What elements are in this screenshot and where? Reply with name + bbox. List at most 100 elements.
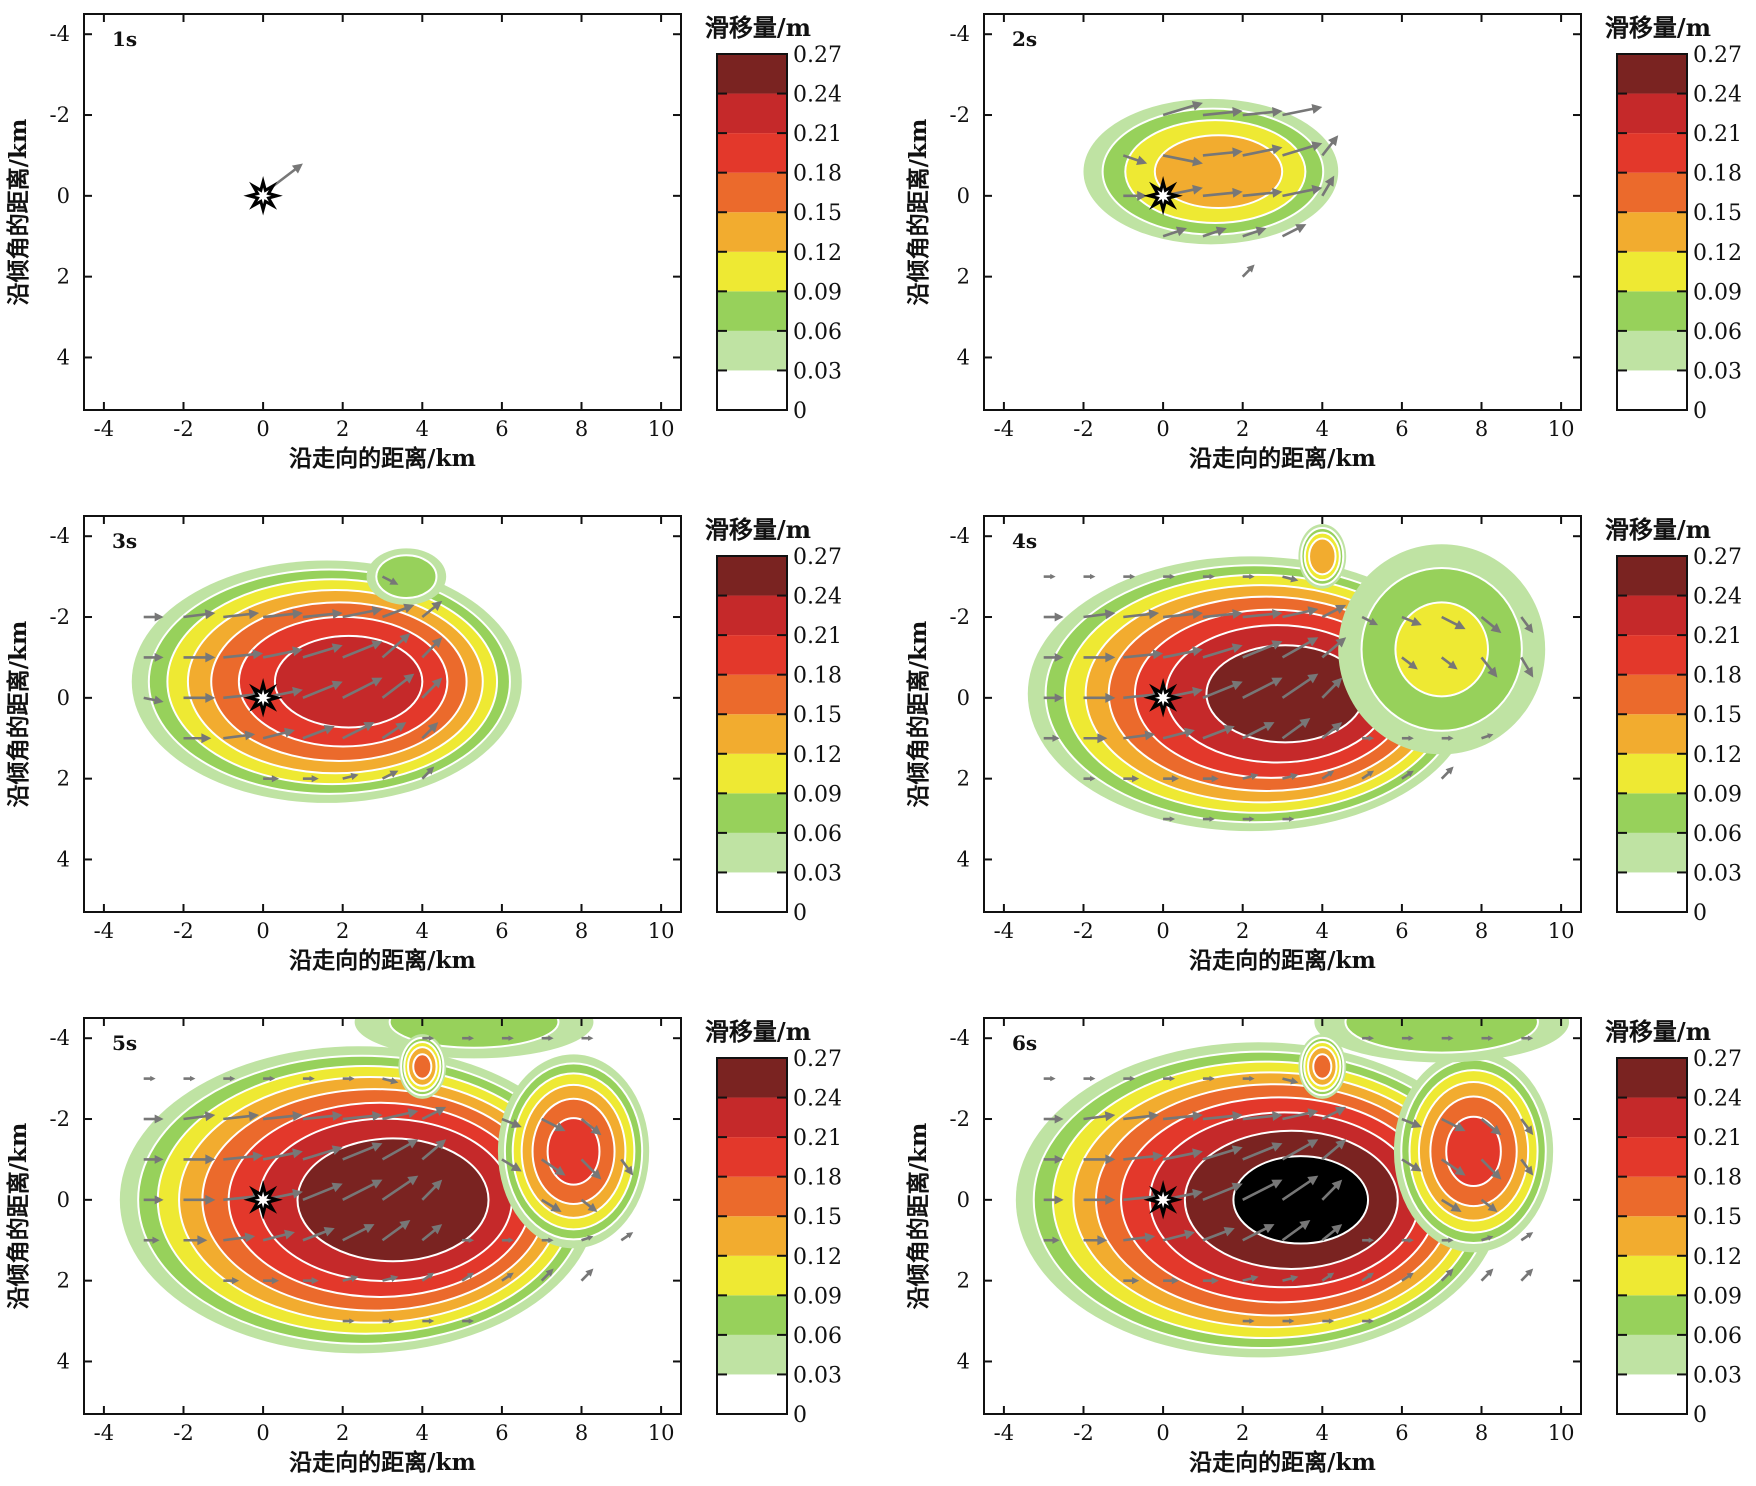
colorbar-swatch bbox=[717, 330, 787, 371]
y-tick-label: 0 bbox=[957, 686, 970, 710]
x-tick-label: -4 bbox=[994, 1421, 1014, 1445]
x-tick-label: 10 bbox=[648, 1421, 675, 1445]
slip-band-0.12 bbox=[412, 1053, 433, 1080]
colorbar-frame bbox=[1616, 1057, 1688, 1415]
colorbar-title: 滑移量/m bbox=[705, 13, 811, 42]
colorbar-level-label: 0.09 bbox=[1693, 782, 1742, 807]
slip-vector bbox=[381, 1220, 411, 1242]
colorbar-level-label: 0.03 bbox=[1693, 359, 1742, 384]
slip-vector-field bbox=[1043, 1035, 1534, 1324]
x-tick-label: 2 bbox=[1236, 1421, 1249, 1445]
x-tick-label: 10 bbox=[648, 919, 675, 943]
slip-vector bbox=[302, 725, 335, 740]
panel-title: 4s bbox=[1012, 529, 1037, 553]
slip-vector bbox=[1242, 1142, 1283, 1161]
slip-patch bbox=[354, 1018, 594, 1059]
colorbar-level-label: 0.12 bbox=[1693, 1245, 1742, 1270]
slip-vector bbox=[1521, 1035, 1534, 1041]
slip-vector bbox=[1242, 144, 1283, 157]
colorbar-title: 滑移量/m bbox=[1605, 515, 1711, 544]
slip-vector bbox=[143, 612, 164, 622]
slip-vector bbox=[580, 1118, 602, 1136]
colorbar-level-label: 0.27 bbox=[793, 1047, 842, 1072]
slip-vector bbox=[1282, 772, 1299, 781]
colorbar-swatch bbox=[717, 54, 787, 94]
slip-vector bbox=[263, 775, 280, 783]
slip-vector bbox=[1202, 1182, 1243, 1202]
colorbar-swatch bbox=[717, 1255, 787, 1296]
colorbar-swatch bbox=[717, 674, 787, 715]
colorbar-level-label: 0.06 bbox=[793, 822, 842, 847]
colorbar-level-label: 0.15 bbox=[793, 1205, 842, 1230]
slip-vector bbox=[382, 1108, 419, 1121]
slip-vector bbox=[1162, 1229, 1195, 1242]
slip-contour-field bbox=[1027, 524, 1546, 832]
colorbar-level-label: 0.06 bbox=[793, 320, 842, 345]
slip-vector bbox=[1480, 656, 1498, 678]
y-tick-label: 4 bbox=[957, 1349, 970, 1373]
slip-vector bbox=[1162, 727, 1195, 740]
x-tick-label: 4 bbox=[416, 1421, 429, 1445]
colorbar-level-label: 0.06 bbox=[793, 1324, 842, 1349]
slip-vector bbox=[421, 1272, 435, 1282]
colorbar-level-label: 0.15 bbox=[1693, 703, 1742, 728]
colorbar-swatch bbox=[1617, 635, 1687, 675]
colorbar-level-label: 0.15 bbox=[1693, 1205, 1742, 1230]
slip-vector bbox=[1321, 722, 1343, 740]
slip-vector bbox=[1083, 775, 1096, 782]
colorbar-swatch bbox=[1617, 1255, 1687, 1296]
slip-vector bbox=[1163, 573, 1176, 580]
slip-vector bbox=[1083, 1154, 1116, 1165]
plot-frame bbox=[83, 515, 682, 913]
x-tick-label: 2 bbox=[336, 919, 349, 943]
colorbar-level-label: 0 bbox=[1693, 1403, 1707, 1428]
slip-vector bbox=[620, 1232, 634, 1242]
slip-vector bbox=[541, 1035, 554, 1041]
slip-vector bbox=[1520, 1158, 1534, 1176]
y-tick-label: 2 bbox=[957, 767, 970, 791]
slip-vector bbox=[462, 1318, 475, 1324]
x-tick-label: 2 bbox=[1236, 417, 1249, 441]
panel-title: 3s bbox=[112, 529, 137, 553]
colorbar-level-label: 0.21 bbox=[1693, 1126, 1742, 1151]
slip-vector bbox=[1401, 1035, 1414, 1041]
slip-vector bbox=[1043, 612, 1064, 622]
slip-vector-field bbox=[1122, 101, 1339, 278]
slip-vector bbox=[1480, 1268, 1494, 1282]
slip-vector bbox=[540, 1268, 554, 1282]
colorbar-title: 滑移量/m bbox=[705, 1017, 811, 1046]
colorbar-level-label: 0.09 bbox=[1693, 280, 1742, 305]
y-axis-label: 沿倾角的距离/km bbox=[905, 119, 932, 306]
colorbar-level-label: 0.09 bbox=[793, 782, 842, 807]
slip-vector bbox=[1321, 135, 1339, 157]
slip-vector bbox=[1401, 1237, 1414, 1243]
y-tick-label: -4 bbox=[950, 524, 970, 548]
slip-vector bbox=[1162, 226, 1187, 238]
panel-title: 2s bbox=[1012, 27, 1037, 51]
slip-vector bbox=[262, 1148, 303, 1161]
slip-vector bbox=[1083, 1111, 1116, 1122]
colorbar-level-label: 0.18 bbox=[1693, 162, 1742, 187]
y-axis-label: 沿倾角的距离/km bbox=[5, 119, 32, 306]
slip-vector bbox=[1043, 1154, 1064, 1164]
x-tick-label: -2 bbox=[173, 919, 193, 943]
slip-vector bbox=[1481, 1035, 1494, 1041]
slip-vector bbox=[1162, 1111, 1203, 1121]
colorbar-level-label: 0.21 bbox=[1693, 122, 1742, 147]
slip-vector bbox=[263, 1277, 280, 1285]
slip-vector bbox=[1123, 1232, 1156, 1243]
slip-vector bbox=[1520, 616, 1534, 634]
slip-vector bbox=[1202, 147, 1243, 158]
colorbar-swatch bbox=[717, 370, 787, 410]
slip-vector bbox=[1163, 775, 1180, 783]
colorbar-level-label: 0.24 bbox=[1693, 83, 1742, 108]
y-tick-label: -4 bbox=[50, 22, 70, 46]
slip-vector bbox=[1322, 1318, 1335, 1324]
slip-vector bbox=[461, 1272, 475, 1282]
colorbar-level-label: 0.21 bbox=[793, 1126, 842, 1151]
slip-vector bbox=[382, 1274, 399, 1283]
x-tick-label: -2 bbox=[173, 417, 193, 441]
slip-vector bbox=[421, 600, 443, 619]
colorbar-level-label: 0.27 bbox=[1693, 545, 1742, 570]
slip-vector bbox=[381, 575, 399, 585]
